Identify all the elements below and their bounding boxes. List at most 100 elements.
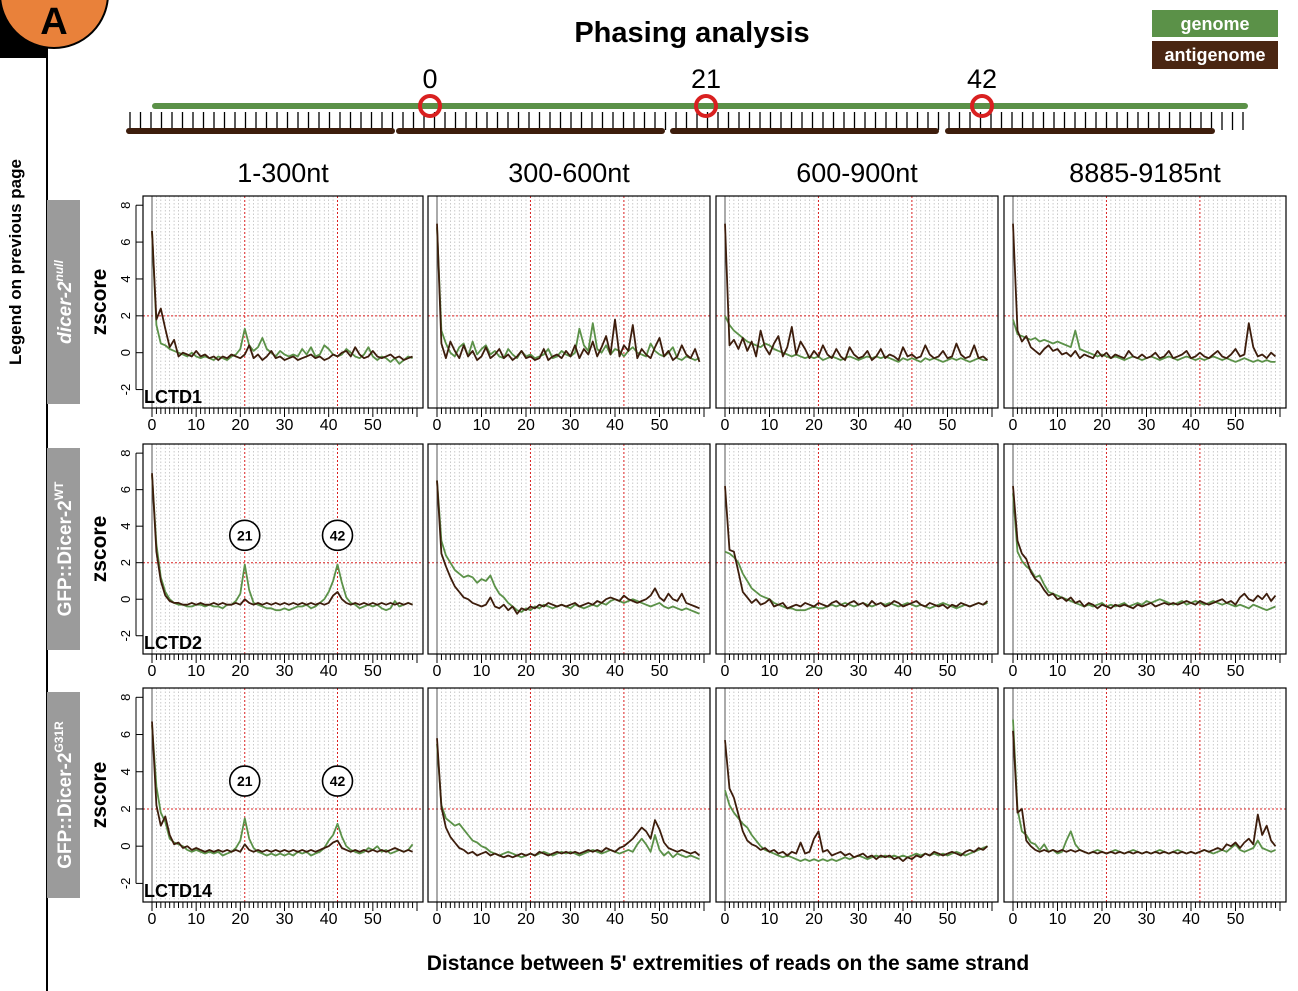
x-tick-label: 20 (805, 911, 823, 928)
x-tick-label: 50 (1227, 417, 1245, 434)
peak-label: 42 (330, 773, 346, 789)
x-tick-label: 20 (1093, 417, 1111, 434)
x-tick-label: 10 (761, 911, 779, 928)
x-tick-label: 50 (939, 911, 957, 928)
panel-frame (715, 687, 999, 903)
panel-frame (427, 687, 711, 903)
column-title: 600-900nt (796, 158, 918, 188)
x-tick-label: 0 (1009, 417, 1018, 434)
row-label-sup: null (52, 260, 66, 282)
peak-marker (228, 519, 261, 552)
x-tick-label: 50 (651, 417, 669, 434)
phasing-panel: 0 10 20 30 40 50 (715, 195, 999, 434)
genome-series-line (724, 790, 988, 862)
x-tick-label: 40 (894, 911, 912, 928)
antigenome-series-line (1012, 730, 1277, 855)
y-tick-label: 4 (118, 523, 133, 530)
library-label: LCTD2 (144, 633, 202, 653)
x-tick-label: 50 (939, 663, 957, 680)
x-tick-label: 10 (187, 663, 205, 680)
x-tick-label: 40 (1182, 663, 1200, 680)
y-tick-label: 0 (118, 596, 133, 603)
x-tick-label: 0 (721, 663, 730, 680)
antigenome-series-line (724, 740, 989, 862)
x-tick-label: 40 (1182, 911, 1200, 928)
phasing-panel: 0 10 20 30 40 50 -2 0 2 4 6 8 zscore LCTD2 21 42 (88, 443, 424, 680)
x-tick-label: 10 (187, 911, 205, 928)
legend-genome-swatch (1152, 10, 1278, 37)
x-tick-label: 30 (562, 663, 580, 680)
column-title: 8885-9185nt (1069, 158, 1221, 188)
x-tick-label: 30 (276, 911, 294, 928)
legend-antigenome-label: antigenome (1164, 45, 1265, 65)
antigenome-series-line (724, 223, 989, 362)
x-tick-label: 10 (1049, 417, 1067, 434)
panel-frame (1003, 687, 1287, 903)
x-tick-label: 0 (721, 911, 730, 928)
y-tick-label: 0 (118, 349, 133, 356)
x-tick-label: 20 (517, 417, 535, 434)
phasing-panel: 0 10 20 30 40 50 (715, 443, 999, 680)
x-tick-label: 40 (320, 417, 338, 434)
x-tick-label: 10 (187, 417, 205, 434)
legend-genome-label: genome (1180, 14, 1249, 34)
antigenome-series-line (151, 230, 413, 362)
antigenome-series-line (724, 485, 989, 610)
phase-position-marker (694, 94, 718, 118)
y-tick-label: -2 (118, 878, 133, 890)
phasing-schematic: 0 21 42 (126, 64, 1248, 134)
phasing-panel: 0 10 20 30 40 50 -2 0 2 4 6 8 zscore LCTD14 21 42 (88, 687, 424, 928)
genome-series-line (1012, 719, 1276, 855)
phasing-panel: 0 10 20 30 40 50 (1003, 443, 1287, 680)
panel-frame (142, 687, 424, 903)
x-tick-label: 0 (148, 663, 157, 680)
x-tick-label: 20 (231, 417, 249, 434)
antigenome-series-line (436, 480, 700, 615)
x-tick-label: 30 (276, 663, 294, 680)
x-tick-label: 40 (894, 417, 912, 434)
x-tick-label: 10 (761, 417, 779, 434)
peak-marker (321, 765, 354, 797)
x-tick-label: 10 (473, 663, 491, 680)
figure-title: Phasing analysis (574, 17, 809, 49)
peak-marker (321, 519, 354, 552)
x-tick-label: 10 (1049, 911, 1067, 928)
x-tick-label: 40 (320, 663, 338, 680)
x-tick-label: 40 (606, 911, 624, 928)
phasing-panel: 0 10 20 30 40 50 (1003, 687, 1287, 928)
row-label-box (47, 448, 80, 650)
y-tick-label: 8 (118, 450, 133, 457)
legend-antigenome-swatch (1152, 41, 1278, 69)
antigenome-series-line (151, 473, 413, 606)
x-tick-label: 50 (651, 911, 669, 928)
x-tick-label: 0 (721, 417, 730, 434)
antigenome-series-line (1012, 223, 1277, 360)
phasing-panel: 0 10 20 30 40 50 (715, 687, 999, 928)
y-tick-label: 4 (118, 275, 133, 282)
antigenome-series-line (151, 721, 413, 853)
genome-series-line (151, 230, 413, 365)
phase-position-label: 0 (422, 64, 437, 94)
y-tick-label: 2 (118, 559, 133, 566)
row-label-sup: G31R (52, 721, 66, 753)
row-label-main: GFP::Dicer-2 (55, 500, 76, 616)
x-tick-label: 30 (850, 911, 868, 928)
phase-position-marker (970, 94, 994, 118)
genome-series-line (436, 480, 700, 615)
genome-series-line (436, 743, 700, 861)
peak-label: 21 (237, 773, 253, 789)
x-tick-label: 50 (364, 911, 382, 928)
y-tick-label: 6 (118, 731, 133, 738)
row-label: dicer-2null (52, 260, 76, 344)
phasing-panel: 0 10 20 30 40 50 -2 0 2 4 6 8 zscore LCTD1 (88, 195, 424, 434)
phasing-panel: 0 10 20 30 40 50 (1003, 195, 1287, 434)
x-tick-label: 40 (894, 663, 912, 680)
x-tick-label: 50 (364, 417, 382, 434)
phase-position-marker (418, 94, 442, 118)
panel-frame (142, 195, 424, 409)
panel-frame (427, 195, 711, 409)
y-tick-label: 4 (118, 768, 133, 775)
x-tick-label: 40 (606, 417, 624, 434)
x-tick-label: 20 (1093, 663, 1111, 680)
